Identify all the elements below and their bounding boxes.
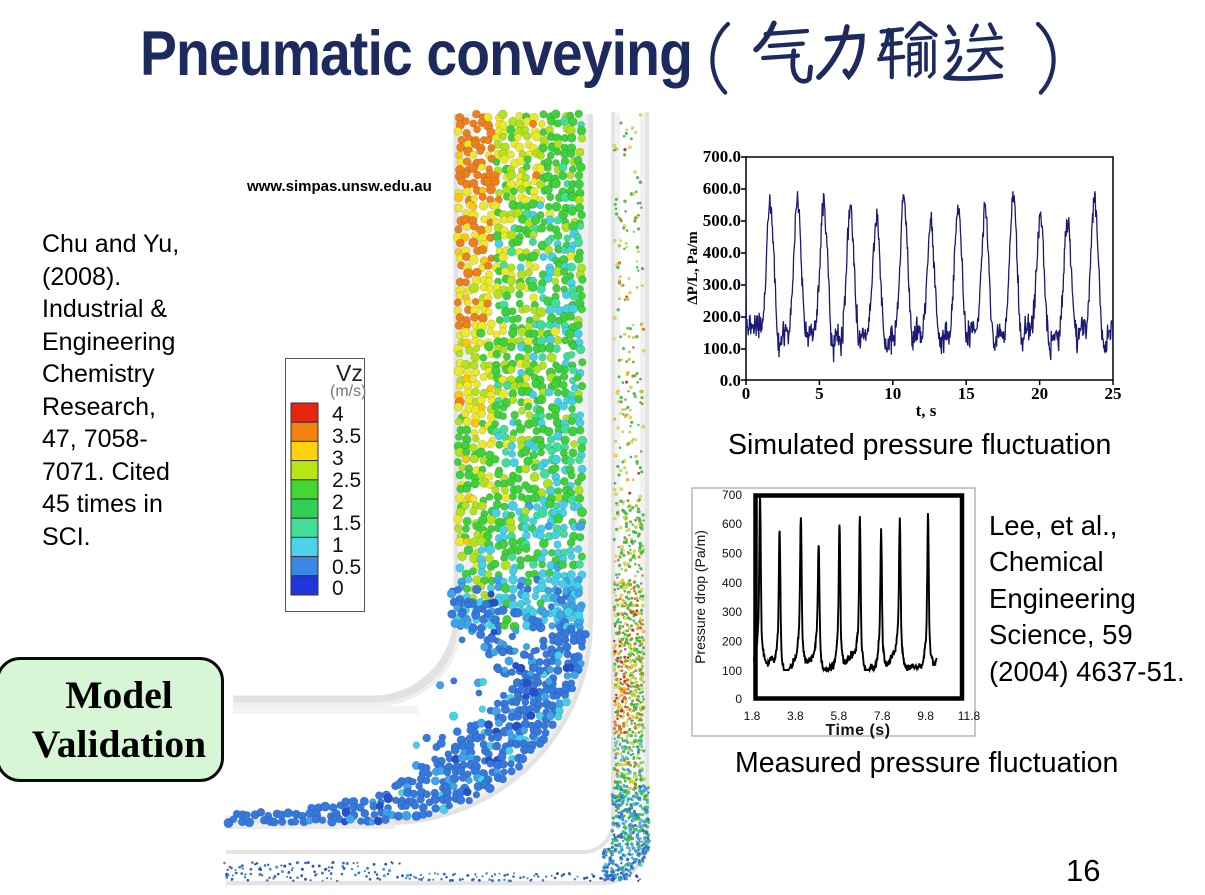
svg-text:3.5: 3.5 xyxy=(332,425,361,448)
svg-text:400.0: 400.0 xyxy=(703,243,741,262)
svg-text:25: 25 xyxy=(1105,384,1122,403)
svg-text:1.5: 1.5 xyxy=(332,512,361,535)
svg-text:700.0: 700.0 xyxy=(703,147,741,166)
svg-text:20: 20 xyxy=(1031,384,1048,403)
svg-text:4: 4 xyxy=(332,403,344,426)
svg-text:5.8: 5.8 xyxy=(830,709,847,723)
svg-text:t, s: t, s xyxy=(916,401,937,420)
svg-text:600: 600 xyxy=(722,517,742,531)
svg-text:0: 0 xyxy=(332,577,344,600)
svg-text:1: 1 xyxy=(332,534,344,557)
svg-text:200: 200 xyxy=(722,635,742,649)
svg-text:300: 300 xyxy=(722,605,742,619)
svg-text:Pressure drop (Pa/m): Pressure drop (Pa/m) xyxy=(692,530,708,664)
svg-text:0: 0 xyxy=(742,384,751,403)
svg-text:300.0: 300.0 xyxy=(703,275,741,294)
svg-text:2: 2 xyxy=(332,491,344,514)
svg-text:500.0: 500.0 xyxy=(703,211,741,230)
svg-text:11.8: 11.8 xyxy=(958,709,981,723)
svg-text:400: 400 xyxy=(722,576,742,590)
svg-text:0: 0 xyxy=(735,692,742,706)
svg-text:100.0: 100.0 xyxy=(703,339,741,358)
svg-text:7.8: 7.8 xyxy=(874,709,891,723)
svg-text:Time (s): Time (s) xyxy=(825,722,890,739)
svg-text:700: 700 xyxy=(722,488,742,502)
svg-text:15: 15 xyxy=(958,384,975,403)
svg-text:100: 100 xyxy=(722,664,742,678)
svg-text:0.0: 0.0 xyxy=(720,371,741,390)
svg-text:600.0: 600.0 xyxy=(703,179,741,198)
svg-text:5: 5 xyxy=(815,384,824,403)
svg-text:ΔP/L, Pa/m: ΔP/L, Pa/m xyxy=(685,231,701,305)
svg-text:10: 10 xyxy=(884,384,901,403)
svg-text:500: 500 xyxy=(722,547,742,561)
svg-text:3: 3 xyxy=(332,447,344,470)
svg-text:2.5: 2.5 xyxy=(332,469,361,492)
svg-text:3.8: 3.8 xyxy=(787,709,804,723)
svg-text:200.0: 200.0 xyxy=(703,307,741,326)
svg-text:0.5: 0.5 xyxy=(332,556,361,579)
svg-text:9.8: 9.8 xyxy=(917,709,934,723)
svg-text:1.8: 1.8 xyxy=(744,709,761,723)
